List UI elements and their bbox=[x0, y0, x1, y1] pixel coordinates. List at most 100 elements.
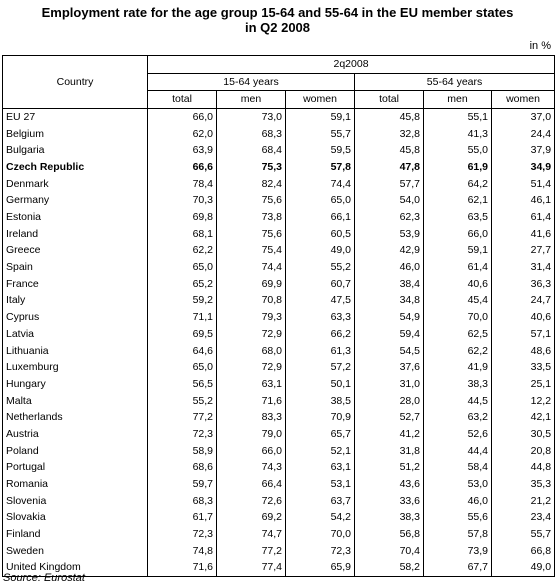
cell-women-15-64: 49,0 bbox=[285, 242, 355, 260]
cell-women-15-64: 61,3 bbox=[285, 342, 355, 360]
country-cell: Belgium bbox=[2, 125, 148, 143]
cell-total-15-64: 72,3 bbox=[147, 426, 217, 443]
cell-total-15-64: 65,2 bbox=[147, 275, 217, 293]
cell-total-55-64: 47,8 bbox=[354, 159, 424, 176]
country-cell: Slovenia bbox=[2, 492, 148, 510]
cell-total-55-64: 53,9 bbox=[354, 225, 424, 243]
cell-women-15-64: 70,9 bbox=[285, 409, 355, 427]
country-cell: Poland bbox=[2, 442, 148, 460]
cell-women-15-64: 72,3 bbox=[285, 542, 355, 560]
table-row: United Kingdom 71,6 77,4 65,9 58,2 67,7 49,0 bbox=[2, 559, 555, 578]
cell-men-15-64: 75,3 bbox=[216, 159, 286, 176]
cell-men-55-64: 40,6 bbox=[423, 275, 492, 293]
cell-women-55-64: 27,7 bbox=[490, 242, 555, 260]
cell-total-55-64: 54,0 bbox=[354, 192, 424, 210]
country-cell: France bbox=[2, 275, 148, 293]
table-row: Poland 58,9 66,0 52,1 31,8 44,4 20,8 bbox=[2, 442, 555, 460]
table-row: Lithuania 64,6 68,0 61,3 54,5 62,2 48,6 bbox=[2, 342, 555, 360]
table-row: Netherlands 77,2 83,3 70,9 52,7 63,2 42,1 bbox=[2, 409, 555, 427]
table-row: Czech Republic 66,6 75,3 57,8 47,8 61,9 34,9 bbox=[2, 159, 555, 176]
cell-total-55-64: 32,8 bbox=[354, 125, 424, 143]
header-women-55-64: women bbox=[490, 90, 555, 110]
cell-total-55-64: 31,8 bbox=[354, 442, 424, 460]
cell-women-15-64: 59,5 bbox=[285, 142, 355, 160]
cell-men-15-64: 83,3 bbox=[216, 409, 286, 427]
title-line-1: Employment rate for the age group 15-64 … bbox=[41, 5, 514, 20]
country-cell: Portugal bbox=[2, 459, 148, 477]
table-row: EU 27 66,0 73,0 59,1 45,8 55,1 37,0 bbox=[2, 108, 555, 126]
country-cell: Luxemburg bbox=[2, 359, 148, 377]
cell-men-55-64: 63,2 bbox=[423, 409, 492, 427]
cell-women-55-64: 23,4 bbox=[490, 509, 555, 527]
country-cell: Finland bbox=[2, 526, 148, 543]
header-men-15-64: men bbox=[216, 90, 286, 110]
cell-total-55-64: 41,2 bbox=[354, 426, 424, 443]
cell-women-55-64: 20,8 bbox=[490, 442, 555, 460]
cell-men-55-64: 61,4 bbox=[423, 259, 492, 276]
cell-men-55-64: 66,0 bbox=[423, 225, 492, 243]
cell-men-15-64: 79,3 bbox=[216, 309, 286, 326]
cell-women-15-64: 55,2 bbox=[285, 259, 355, 276]
cell-women-55-64: 61,4 bbox=[490, 209, 555, 226]
cell-total-55-64: 54,9 bbox=[354, 309, 424, 326]
cell-total-55-64: 58,2 bbox=[354, 559, 424, 578]
cell-women-15-64: 54,2 bbox=[285, 509, 355, 527]
cell-total-15-64: 78,4 bbox=[147, 175, 217, 193]
cell-total-15-64: 66,0 bbox=[147, 108, 217, 126]
cell-total-55-64: 31,0 bbox=[354, 376, 424, 393]
cell-women-15-64: 65,0 bbox=[285, 192, 355, 210]
cell-men-15-64: 77,2 bbox=[216, 542, 286, 560]
table-row: France 65,2 69,9 60,7 38,4 40,6 36,3 bbox=[2, 275, 555, 293]
cell-men-55-64: 53,0 bbox=[423, 476, 492, 493]
cell-women-15-64: 47,5 bbox=[285, 292, 355, 310]
cell-men-15-64: 74,7 bbox=[216, 526, 286, 543]
cell-men-15-64: 77,4 bbox=[216, 559, 286, 578]
cell-total-15-64: 69,5 bbox=[147, 326, 217, 343]
country-cell: United Kingdom bbox=[2, 559, 148, 578]
cell-men-15-64: 70,8 bbox=[216, 292, 286, 310]
cell-women-15-64: 60,7 bbox=[285, 275, 355, 293]
table-row: Luxemburg 65,0 72,9 57,2 37,6 41,9 33,5 bbox=[2, 359, 555, 377]
cell-total-55-64: 70,4 bbox=[354, 542, 424, 560]
country-cell: Slovakia bbox=[2, 509, 148, 527]
cell-total-55-64: 33,6 bbox=[354, 492, 424, 510]
cell-women-55-64: 40,6 bbox=[490, 309, 555, 326]
cell-men-55-64: 58,4 bbox=[423, 459, 492, 477]
table-row: Denmark 78,4 82,4 74,4 57,7 64,2 51,4 bbox=[2, 175, 555, 193]
cell-men-55-64: 41,9 bbox=[423, 359, 492, 377]
country-cell: Cyprus bbox=[2, 309, 148, 326]
cell-women-55-64: 33,5 bbox=[490, 359, 555, 377]
cell-total-15-64: 74,8 bbox=[147, 542, 217, 560]
cell-women-15-64: 38,5 bbox=[285, 392, 355, 410]
cell-men-55-64: 41,3 bbox=[423, 125, 492, 143]
table-row: Slovenia 68,3 72,6 63,7 33,6 46,0 21,2 bbox=[2, 492, 555, 510]
table-row: Bulgaria 63,9 68,4 59,5 45,8 55,0 37,9 bbox=[2, 142, 555, 160]
cell-women-55-64: 25,1 bbox=[490, 376, 555, 393]
cell-total-55-64: 45,8 bbox=[354, 108, 424, 126]
cell-women-15-64: 57,2 bbox=[285, 359, 355, 377]
header-total-15-64: total bbox=[147, 90, 217, 110]
cell-men-15-64: 75,6 bbox=[216, 192, 286, 210]
country-cell: Greece bbox=[2, 242, 148, 260]
cell-total-55-64: 59,4 bbox=[354, 326, 424, 343]
header-total-55-64: total bbox=[354, 90, 424, 110]
table-row: Sweden 74,8 77,2 72,3 70,4 73,9 66,8 bbox=[2, 542, 555, 560]
cell-women-55-64: 12,2 bbox=[490, 392, 555, 410]
table-row: Germany 70,3 75,6 65,0 54,0 62,1 46,1 bbox=[2, 192, 555, 210]
cell-women-15-64: 74,4 bbox=[285, 175, 355, 193]
country-cell: Romania bbox=[2, 476, 148, 493]
table-row: Slovakia 61,7 69,2 54,2 38,3 55,6 23,4 bbox=[2, 509, 555, 527]
cell-men-55-64: 55,6 bbox=[423, 509, 492, 527]
table-row: Ireland 68,1 75,6 60,5 53,9 66,0 41,6 bbox=[2, 225, 555, 243]
cell-total-55-64: 38,3 bbox=[354, 509, 424, 527]
cell-total-15-64: 62,2 bbox=[147, 242, 217, 260]
cell-men-55-64: 55,0 bbox=[423, 142, 492, 160]
cell-total-15-64: 58,9 bbox=[147, 442, 217, 460]
cell-men-55-64: 44,5 bbox=[423, 392, 492, 410]
cell-total-15-64: 59,7 bbox=[147, 476, 217, 493]
cell-men-55-64: 63,5 bbox=[423, 209, 492, 226]
cell-total-15-64: 68,1 bbox=[147, 225, 217, 243]
cell-total-15-64: 64,6 bbox=[147, 342, 217, 360]
table-row: Hungary 56,5 63,1 50,1 31,0 38,3 25,1 bbox=[2, 376, 555, 393]
cell-men-55-64: 46,0 bbox=[423, 492, 492, 510]
